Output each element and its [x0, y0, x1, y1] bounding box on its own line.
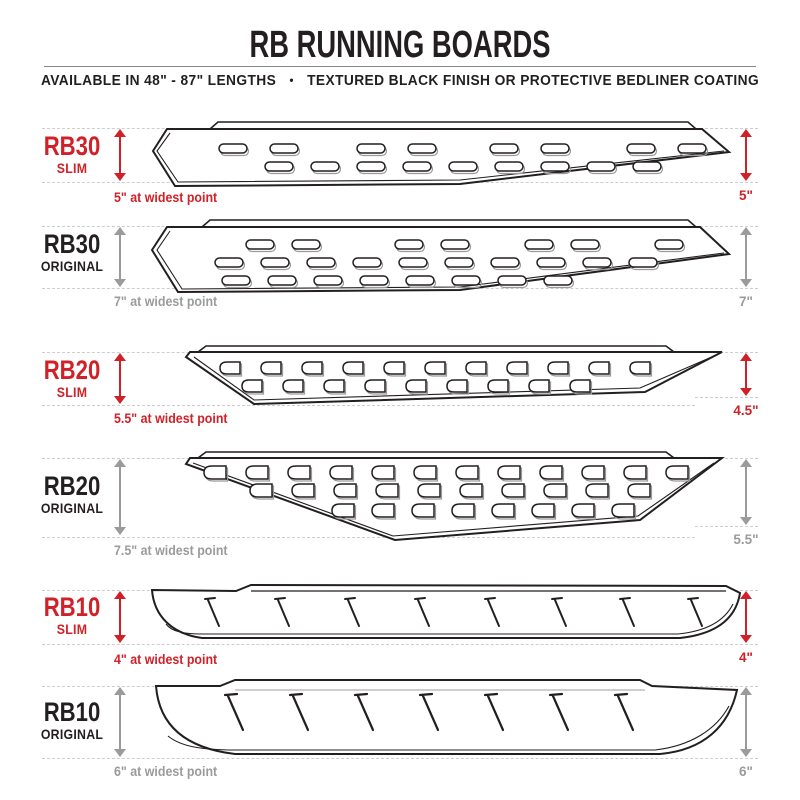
product-label: RB20 ORIGINAL: [20, 471, 124, 517]
model-name: RB30: [43, 229, 101, 259]
header-rule: [44, 66, 756, 67]
height-dimension-arrow-right: [740, 591, 752, 643]
dashed-guide-line: [42, 758, 758, 759]
bullet-separator: •: [289, 73, 294, 87]
subtitle: AVAILABLE IN 48" - 87" LENGTHS • TEXTURED …: [20, 73, 780, 89]
product-label: RB20 SLIM: [20, 355, 124, 401]
page-title: RB RUNNING BOARDS: [249, 24, 551, 66]
height-label: 4": [739, 650, 753, 665]
slot-row-top: [203, 465, 691, 482]
dashed-guide-line: [42, 405, 695, 406]
board-illustration-rb20-original: [184, 451, 725, 542]
widest-point-caption: 7" at widest point: [114, 294, 218, 309]
tread-ticks: [223, 692, 635, 732]
slot-row-middle: [249, 483, 653, 500]
height-dimension-arrow-right: [740, 353, 752, 396]
board-illustration-rb30-slim: [151, 121, 732, 188]
height-dimension-arrow-left: [114, 591, 126, 643]
model-name: RB10: [43, 592, 101, 622]
height-dimension-arrow-right: [740, 129, 752, 181]
height-dimension-arrow-left: [114, 687, 126, 757]
slot-row-top: [219, 361, 653, 377]
dashed-guide-line: [42, 590, 758, 591]
dashed-guide-line: [42, 352, 758, 353]
slot-row-bottom: [221, 275, 575, 289]
dashed-guide-line: [42, 458, 758, 459]
dashed-guide-line: [695, 397, 758, 398]
tread-ticks: [204, 597, 703, 627]
widest-point-caption: 7.5" at widest point: [114, 543, 228, 558]
widest-point-caption: 6" at widest point: [114, 764, 218, 779]
board-illustration-rb10-slim: [150, 583, 742, 639]
height-label: 6": [739, 764, 753, 779]
dashed-guide-line: [42, 128, 758, 129]
height-dimension-arrow-left: [114, 353, 126, 404]
product-label: RB10 ORIGINAL: [20, 697, 124, 743]
variant-name: SLIM: [56, 621, 88, 637]
dashed-guide-line: [42, 226, 758, 227]
slot-row-top: [245, 239, 686, 253]
widest-point-caption: 5.5" at widest point: [114, 411, 228, 426]
height-dimension-arrow-right: [740, 459, 752, 525]
model-name: RB20: [43, 471, 101, 501]
dashed-guide-line: [42, 182, 758, 183]
board-illustration-rb10-original: [154, 679, 739, 755]
board-illustration-rb20-slim: [184, 345, 723, 406]
model-name: RB20: [43, 355, 101, 385]
height-dimension-arrow-left: [114, 459, 126, 535]
dashed-guide-line: [42, 288, 758, 289]
variant-name: ORIGINAL: [40, 258, 104, 274]
slot-row-top: [218, 143, 709, 157]
slot-row-middle: [214, 257, 660, 271]
height-dimension-arrow-right: [740, 227, 752, 287]
dashed-guide-line: [42, 644, 758, 645]
variant-name: SLIM: [56, 160, 88, 176]
subtitle-lengths: AVAILABLE IN 48" - 87" LENGTHS: [40, 73, 277, 89]
height-dimension-arrow-right: [740, 687, 752, 757]
slot-row-bottom: [331, 503, 637, 520]
height-label: 5.5": [733, 532, 759, 547]
slot-row-bottom: [241, 379, 593, 395]
dashed-guide-line: [42, 686, 758, 687]
variant-name: SLIM: [56, 384, 88, 400]
dashed-guide-line: [42, 537, 695, 538]
height-dimension-arrow-left: [114, 227, 126, 287]
variant-name: ORIGINAL: [40, 500, 104, 516]
subtitle-finish: TEXTURED BLACK FINISH OR PROTECTIVE BEDL…: [307, 73, 760, 89]
board-illustration-rb30-original: [150, 219, 732, 294]
height-label: 4.5": [733, 403, 759, 418]
widest-point-caption: 5" at widest point: [114, 190, 218, 205]
product-label: RB30 SLIM: [20, 131, 124, 177]
widest-point-caption: 4" at widest point: [114, 652, 218, 667]
variant-name: ORIGINAL: [40, 726, 104, 742]
height-label: 7": [739, 294, 753, 309]
model-name: RB10: [43, 697, 101, 727]
slot-row-bottom: [264, 161, 664, 175]
product-label: RB10 SLIM: [20, 592, 124, 638]
product-label: RB30 ORIGINAL: [20, 229, 124, 275]
dashed-guide-line: [695, 526, 758, 527]
model-name: RB30: [43, 131, 101, 161]
height-label: 5": [739, 188, 753, 203]
height-dimension-arrow-left: [114, 129, 126, 181]
